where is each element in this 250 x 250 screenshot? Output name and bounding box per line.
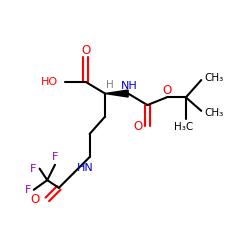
Polygon shape — [105, 90, 128, 97]
Text: CH₃: CH₃ — [204, 108, 224, 118]
Text: O: O — [81, 44, 90, 57]
Text: O: O — [30, 193, 40, 206]
Text: HO: HO — [41, 77, 58, 87]
Text: O: O — [133, 120, 142, 133]
Text: H₃C: H₃C — [174, 122, 194, 132]
Text: F: F — [52, 152, 58, 162]
Text: F: F — [30, 164, 37, 173]
Text: F: F — [24, 185, 31, 195]
Text: H: H — [106, 80, 114, 90]
Text: O: O — [162, 84, 171, 96]
Text: NH: NH — [121, 81, 138, 91]
Text: HN: HN — [77, 163, 94, 173]
Text: CH₃: CH₃ — [204, 73, 224, 83]
